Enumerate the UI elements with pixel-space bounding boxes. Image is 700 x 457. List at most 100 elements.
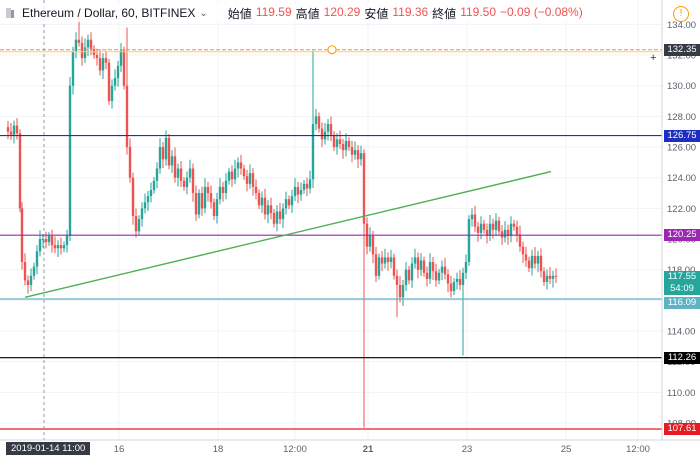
candle-body — [296, 186, 300, 195]
candle-body — [59, 245, 63, 249]
candle-body — [476, 226, 480, 233]
candle-body — [68, 85, 72, 236]
time-tick-label: 23 — [462, 444, 473, 455]
candle-body — [188, 168, 192, 178]
candle-body — [290, 196, 294, 206]
price-tick-label: 126.00 — [667, 143, 696, 154]
candle-body — [218, 186, 222, 200]
candle-body — [368, 235, 372, 247]
candle-body — [362, 153, 366, 224]
candle-body — [386, 257, 390, 263]
candle-body — [551, 275, 555, 279]
candle-body — [152, 180, 156, 190]
candle-body — [338, 139, 342, 144]
candle-body — [119, 50, 123, 66]
candle-body — [95, 55, 99, 59]
candle-body — [53, 245, 57, 249]
candle-body — [155, 168, 159, 181]
candle-body — [518, 234, 522, 247]
candle-body — [233, 168, 237, 180]
candle-body — [407, 269, 411, 281]
candle-body — [527, 260, 531, 269]
candle-body — [380, 257, 384, 264]
bar-countdown: 54:09 — [664, 282, 700, 295]
crosshair-date-tag: 2019-01-14 11:00 — [6, 442, 91, 455]
price-tag-teal: 116.09 — [664, 296, 700, 309]
low-value: 119.36 — [392, 4, 429, 19]
candle-body — [506, 229, 510, 236]
price-tick-label: 130.00 — [667, 81, 696, 92]
orange-line-handle[interactable] — [327, 45, 337, 55]
candle-body — [62, 245, 66, 249]
candle-body — [359, 153, 363, 160]
candle-body — [158, 147, 162, 169]
candle-body — [305, 183, 309, 189]
candle-body — [149, 189, 153, 197]
open-value: 119.59 — [255, 4, 292, 19]
candle-body — [419, 260, 423, 270]
candle-body — [191, 168, 195, 194]
candle-body — [287, 199, 291, 206]
candle-body — [80, 42, 84, 59]
candle-body — [494, 220, 498, 230]
candle-body — [224, 180, 228, 194]
candle-body — [140, 208, 144, 220]
candle-body — [398, 285, 402, 298]
candle-body — [143, 202, 147, 209]
candle-body — [428, 262, 432, 279]
candle-body — [509, 223, 513, 236]
candle-body — [113, 78, 117, 86]
candle-body — [179, 168, 183, 181]
symbol-title[interactable]: Ethereum / Dollar, 60, BITFINEX — [22, 6, 196, 20]
price-tick-label: 132.00 — [667, 51, 696, 62]
candle-body — [107, 62, 111, 102]
candle-body — [314, 116, 318, 125]
candle-body — [167, 137, 171, 166]
candle-body — [416, 257, 420, 270]
candle-body — [98, 58, 102, 71]
candle-body — [503, 229, 507, 238]
time-tick-label: 12:00 — [283, 444, 307, 455]
trend-line[interactable] — [24, 170, 552, 298]
candle-body — [116, 65, 120, 79]
chevron-down-icon[interactable]: ⌄ — [199, 7, 208, 19]
candle-body — [164, 137, 168, 160]
alert-icon[interactable]: ! — [673, 6, 689, 22]
legend-header: Ethereum / Dollar, 60, BITFINEX ⌄ 始値 119.… — [4, 4, 587, 22]
candle-body — [89, 39, 93, 49]
candle-body — [38, 239, 42, 252]
candle-body — [470, 214, 474, 220]
candle-body — [110, 85, 114, 102]
candle-body — [104, 58, 108, 63]
candle-body — [257, 193, 261, 206]
price-tick-label: 124.00 — [667, 173, 696, 184]
candle-body — [197, 193, 201, 215]
candle-body — [200, 193, 204, 209]
candle-body — [350, 147, 354, 155]
candle-body — [44, 239, 48, 243]
candle-body — [467, 219, 471, 263]
candle-body — [449, 283, 453, 292]
candle-body — [32, 266, 36, 276]
candle-body — [401, 285, 405, 298]
ohlc-values: 始値 119.59 高値 120.29 安値 119.36 終値 119.50 −0.0… — [228, 5, 583, 22]
price-tag-red: 107.61 — [664, 422, 700, 435]
candle-body — [479, 223, 483, 233]
time-axis[interactable]: 16 18 12:00 21 23 25 12:00 — [114, 444, 650, 455]
candle-body — [185, 177, 189, 187]
candle-body — [101, 58, 105, 71]
candle-body — [203, 186, 207, 209]
candle-body — [485, 229, 489, 236]
candle-body — [299, 189, 303, 195]
candle-body — [539, 255, 543, 272]
candle-body — [239, 162, 243, 169]
candle-body — [29, 275, 33, 286]
candle-body — [497, 220, 501, 232]
price-axis[interactable]: 134.00 132.00 130.00 128.00 126.00 124.00 122.… — [667, 20, 696, 430]
candle-body — [41, 239, 45, 241]
change-value: −0.09 (−0.08%) — [500, 4, 583, 19]
candle-body — [134, 216, 138, 232]
orange-line-plus[interactable]: + — [650, 52, 656, 64]
candle-body — [458, 278, 462, 286]
